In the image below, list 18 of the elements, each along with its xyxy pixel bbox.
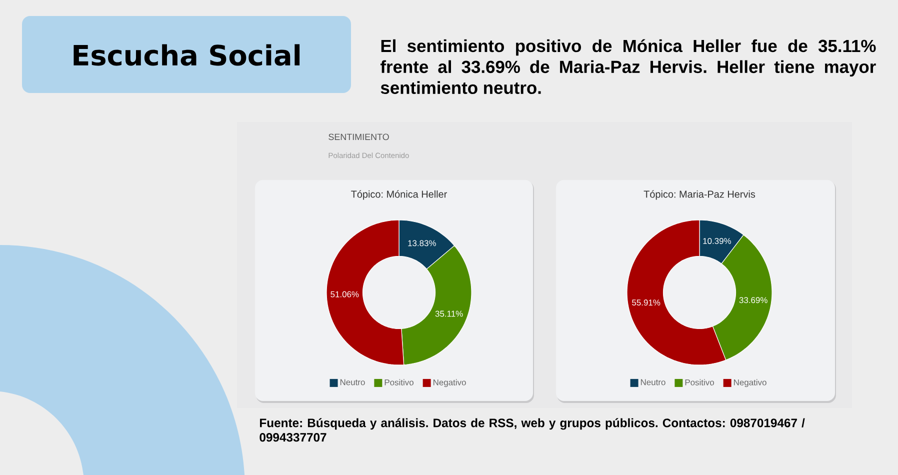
legend-label: Neutro [340, 379, 365, 386]
legend-label: Positivo [384, 379, 414, 386]
data-label: 55.91% [632, 300, 660, 306]
legend-label: Negativo [734, 379, 766, 388]
legend-label: Neutro [640, 379, 666, 386]
chart-title: Tópico: Mónica Heller [351, 190, 447, 200]
data-label: 33.69% [739, 297, 768, 304]
data-label: 51.06% [330, 291, 359, 298]
data-label: 35.11% [435, 310, 463, 317]
source-note: Fuente: Búsqueda y análisis. Datos de RSS, web y grupos públicos. Contactos: 0987019467 / 0994337707 [260, 418, 805, 442]
legend-label: Positivo [685, 379, 714, 386]
text: El sentimiento positivo de Mónica Heller fue de 35.11% frente al 33.69% de Maria-Paz Hervis. Heller tiene mayor sentimiento neutro. [380, 39, 876, 94]
text: Escucha Social [74, 44, 300, 66]
data-label: 13.83% [408, 240, 436, 246]
chart-title: Tópico: Maria-Paz Hervis [644, 190, 756, 200]
data-label: 10.39% [703, 238, 732, 244]
text: SENTIMIENTO [328, 134, 389, 140]
legend-label: Negativo [434, 379, 466, 388]
